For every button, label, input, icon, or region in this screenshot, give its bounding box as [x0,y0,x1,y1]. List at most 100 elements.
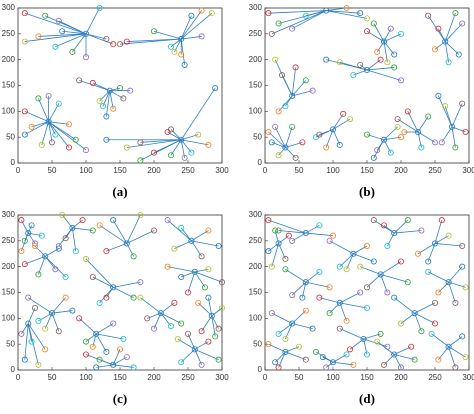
link [291,281,307,296]
link [414,302,436,314]
point [374,48,381,55]
link [363,338,388,348]
link [160,312,182,324]
point [103,113,110,120]
link [407,111,419,133]
link [394,230,422,234]
point [363,351,370,358]
link [268,243,279,252]
point [100,103,107,110]
point [431,299,438,306]
link [92,276,114,288]
center [45,118,52,125]
x-tick-label: 200 [394,166,408,175]
y-tick-label: 100 [2,106,16,115]
point [18,217,25,224]
point [110,105,117,112]
center [106,87,113,94]
point [79,217,86,224]
link [85,33,107,40]
point [316,222,323,229]
link [339,253,354,267]
center [289,92,296,99]
link [174,240,192,249]
link [278,147,286,156]
x-tick-label: 200 [394,373,408,382]
link [72,33,87,53]
link [383,225,395,234]
link [109,87,121,92]
link [441,126,453,143]
point [178,273,185,280]
point [289,237,296,244]
point [265,248,272,255]
point [137,139,144,146]
x-tick-label: 50 [48,373,57,382]
point [380,361,387,368]
link [444,41,449,63]
point [275,330,282,337]
point [83,54,90,61]
x-tick-label: 250 [181,166,195,175]
point [167,43,174,50]
point [188,12,195,19]
link [339,61,368,71]
link [62,30,87,35]
link [21,323,29,335]
point [110,320,117,327]
link [268,10,327,14]
y-tick-label: 100 [249,313,263,322]
x-tick-label: 0 [16,166,21,175]
y-tick-label: 200 [249,55,263,64]
point [32,242,39,249]
point [357,10,364,17]
link [24,121,49,135]
link [180,139,185,158]
center [282,144,289,151]
x-tick-label: 100 [326,373,340,382]
link [48,121,87,151]
point [414,250,421,257]
point [425,268,432,275]
caption: (c) [113,391,127,406]
link [167,266,195,273]
point [326,284,333,291]
y-tick-label: 0 [258,158,263,167]
link [208,297,213,316]
point [32,304,39,311]
link [38,256,46,275]
point [431,46,438,53]
point [96,356,103,363]
point [438,217,445,224]
link [112,219,128,244]
link [48,121,70,125]
x-tick-label: 300 [215,166,229,175]
center [289,320,296,327]
point [350,72,357,79]
link [180,87,216,140]
point [391,294,398,301]
link [278,235,290,244]
point [397,364,404,371]
link [24,33,87,42]
y-tick-label: 300 [249,3,263,12]
point [35,33,42,40]
link [85,333,97,342]
point [363,15,370,22]
point [137,211,144,218]
link [373,139,385,159]
link [27,232,36,244]
point [425,12,432,19]
point [411,356,418,363]
center [329,126,337,133]
point [268,263,275,270]
point [459,20,466,27]
point [459,333,466,340]
link [451,126,456,148]
link [191,240,219,247]
point [55,100,62,107]
link [281,74,293,97]
x-tick-label: 0 [16,373,21,382]
link [366,274,381,288]
